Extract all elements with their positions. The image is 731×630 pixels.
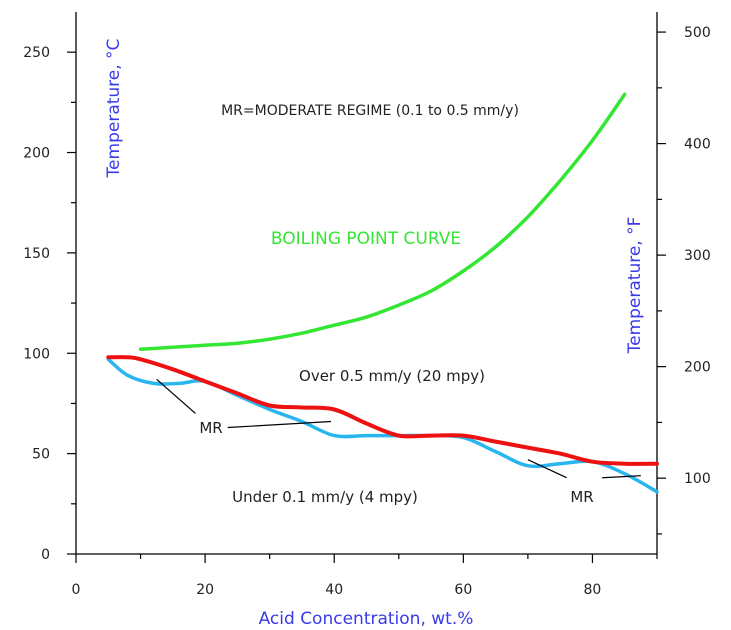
mr-leader-line bbox=[156, 378, 196, 414]
mr-leader-line bbox=[227, 420, 332, 429]
right-y-tick-label: 300 bbox=[684, 248, 711, 264]
y-tick-label: 0 bbox=[41, 547, 50, 563]
right-y-tick-label: 100 bbox=[684, 471, 711, 487]
right-y-axis-ticks: 100 200 300 400 500 bbox=[657, 25, 711, 535]
moderate-regime-lower-line bbox=[106, 357, 659, 494]
y-axis-title-right: Temperature, °F bbox=[625, 217, 645, 355]
x-tick-label: 20 bbox=[196, 582, 214, 598]
over-rate-label: Over 0.5 mm/y (20 mpy) bbox=[299, 367, 485, 385]
under-rate-label: Under 0.1 mm/y (4 mpy) bbox=[232, 488, 418, 506]
series-layer bbox=[106, 92, 659, 494]
x-tick-label: 0 bbox=[72, 582, 81, 598]
y-tick-label: 150 bbox=[23, 246, 50, 262]
y-tick-label: 100 bbox=[23, 346, 50, 362]
y-tick-label: 250 bbox=[23, 45, 50, 61]
mr-label: MR bbox=[199, 419, 222, 437]
y-tick-label: 200 bbox=[23, 146, 50, 162]
x-tick-label: 80 bbox=[584, 582, 602, 598]
right-y-tick-label: 500 bbox=[684, 25, 711, 41]
boiling-point-curve bbox=[138, 92, 627, 351]
y-tick-label: 50 bbox=[32, 447, 50, 463]
mr-leader-line bbox=[602, 475, 641, 479]
mr-label: MR bbox=[570, 488, 593, 506]
moderate-regime-upper-line bbox=[106, 355, 659, 466]
right-y-tick-label: 200 bbox=[684, 360, 711, 376]
x-tick-label: 40 bbox=[325, 582, 343, 598]
mr-leader-lines bbox=[156, 378, 641, 479]
mr-leader-line bbox=[527, 459, 567, 479]
boiling-point-label: BOILING POINT CURVE bbox=[271, 229, 461, 249]
y-axis-ticks: 0 50 100 150 200 250 bbox=[23, 45, 76, 563]
x-tick-label: 60 bbox=[454, 582, 472, 598]
y-axis-title-left: Temperature, °C bbox=[104, 39, 124, 179]
x-axis-ticks: 0 20 40 60 80 bbox=[72, 554, 658, 598]
x-axis-title: Acid Concentration, wt.% bbox=[259, 609, 474, 629]
right-y-tick-label: 400 bbox=[684, 137, 711, 153]
regime-note: MR=MODERATE REGIME (0.1 to 0.5 mm/y) bbox=[221, 103, 519, 119]
